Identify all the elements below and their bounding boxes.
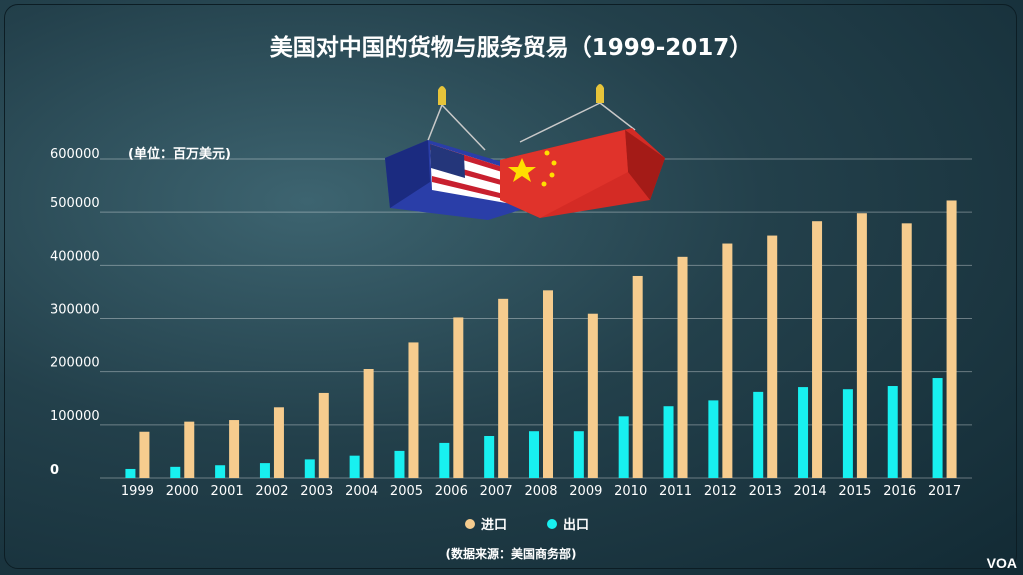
bar-export-2005 [394,450,405,478]
voa-logo: VOA [986,555,1017,571]
bar-export-2004 [349,455,360,478]
bar-import-2008 [543,290,553,478]
grid [100,158,972,479]
legend-import-marker [465,519,475,529]
bar-import-2007 [498,298,509,478]
source-note: (数据来源：美国商务部) [446,546,577,561]
bar-import-2006 [453,317,464,478]
y-tick-label: 300000 [50,303,100,318]
legend-export-label: 出口 [563,517,589,533]
y-tick-label: 400000 [50,249,100,264]
x-tick-label: 2009 [569,484,602,499]
bar-import-2016 [901,223,912,478]
bar-export-2017 [932,378,943,478]
x-tick-label: 2008 [524,484,557,499]
bar-import-2002 [273,407,284,478]
bar-export-2001 [215,465,226,478]
bar-import-2005 [408,342,419,478]
bar-import-2001 [229,420,240,478]
bar-export-2007 [484,435,495,478]
y-tick-label: 100000 [50,409,100,424]
x-tick-label: 2010 [614,484,647,499]
bar-import-2017 [946,200,957,478]
bar-export-2008 [529,431,539,478]
x-tick-label: 2014 [794,484,827,499]
x-tick-label: 2003 [300,484,333,499]
series-import [139,200,957,479]
y-axis: 0 100000 200000 300000 400000 500000 600000 [50,147,100,478]
bar-export-2002 [259,463,270,478]
bar-export-2014 [798,387,809,478]
y-tick-label: 500000 [50,196,100,211]
bar-import-2000 [184,421,195,478]
x-tick-label: 2016 [883,484,916,499]
bar-import-2009 [587,313,598,478]
bar-import-2010 [632,275,643,478]
bar-export-2006 [439,442,450,478]
bar-export-2015 [842,389,853,478]
bar-import-2011 [677,256,688,478]
bar-import-2013 [767,235,778,478]
bar-import-2014 [812,221,823,478]
bar-export-2003 [304,459,315,478]
x-tick-label: 2013 [749,484,782,499]
x-tick-label: 2012 [704,484,737,499]
x-tick-label: 2005 [390,484,423,499]
x-tick-label: 2007 [480,484,513,499]
x-tick-label: 2002 [255,484,288,499]
x-tick-label: 2011 [659,484,692,499]
x-tick-label: 2006 [435,484,468,499]
bar-import-2012 [722,243,733,478]
y-tick-label: 0 [50,463,59,478]
containers-illustration [385,84,665,220]
legend-import-label: 进口 [481,518,507,533]
x-axis: 1999 2000 2001 2002 2003 2004 2005 2006 2007 2008… [121,484,961,499]
series-export [125,378,943,478]
chart-title: 美国对中国的货物与服务贸易（1999-2017） [270,34,753,61]
bar-export-2016 [887,386,898,478]
x-tick-label: 2001 [211,484,244,499]
bar-export-2010 [618,416,629,478]
unit-label: (单位：百万美元) [128,146,231,162]
bar-export-2013 [753,391,764,478]
x-tick-label: 2017 [928,484,961,499]
x-tick-label: 1999 [121,484,154,499]
bar-export-2012 [708,400,719,478]
x-tick-label: 2004 [345,484,378,499]
legend: 进口 出口 [465,517,589,533]
x-tick-label: 2000 [166,484,199,499]
y-tick-label: 200000 [50,356,100,371]
bar-export-2009 [573,431,584,478]
bar-import-2004 [363,369,374,478]
bar-export-1999 [125,468,136,478]
x-tick-label: 2015 [838,484,871,499]
bar-export-2000 [170,466,181,478]
legend-export-marker [547,519,557,529]
slide-frame [4,4,1017,569]
bar-import-1999 [139,431,150,478]
bar-export-2011 [663,406,674,478]
y-tick-label: 600000 [50,147,100,162]
bar-import-2003 [318,392,329,478]
bar-import-2015 [856,213,867,479]
